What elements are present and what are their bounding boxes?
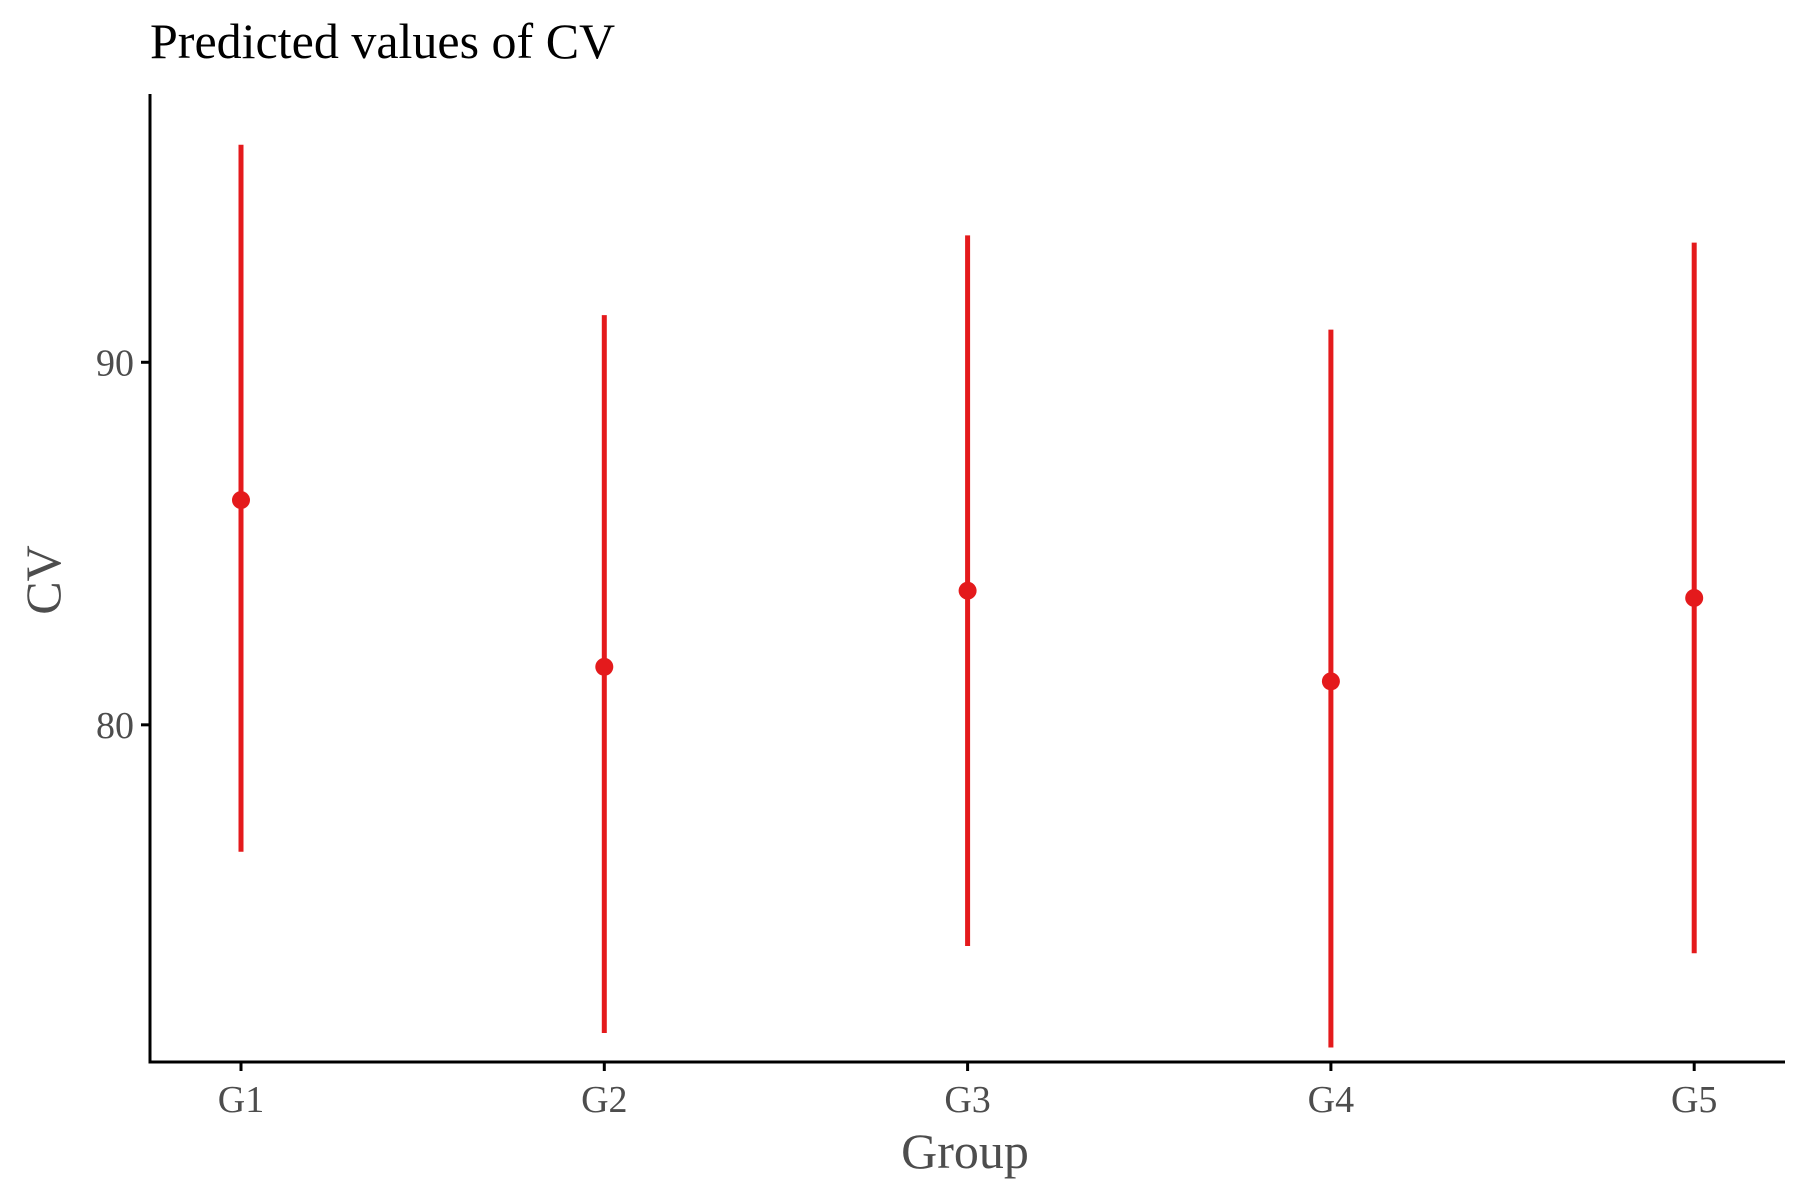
- chart-title: Predicted values of CV: [150, 13, 615, 69]
- y-tick-label: 80: [96, 705, 134, 747]
- y-axis-title: CV: [15, 545, 71, 614]
- point-g3: [958, 581, 977, 600]
- x-tick-label: G2: [581, 1079, 627, 1121]
- plot-marks: [232, 144, 1704, 1048]
- x-tick-label: G1: [218, 1079, 264, 1121]
- y-axis-ticks: 80 90: [96, 342, 150, 747]
- point-g2: [595, 657, 614, 676]
- point-g4: [1321, 672, 1340, 691]
- x-axis-title: Group: [901, 1123, 1029, 1179]
- y-tick-label: 90: [96, 342, 134, 384]
- point-g1: [232, 491, 250, 510]
- point-g5: [1685, 588, 1704, 607]
- x-tick-label: G3: [944, 1079, 990, 1121]
- x-tick-label: G5: [1671, 1079, 1717, 1121]
- x-axis-ticks: G1 G2 G3 G4 G5: [218, 1062, 1717, 1121]
- x-tick-label: G4: [1308, 1079, 1354, 1121]
